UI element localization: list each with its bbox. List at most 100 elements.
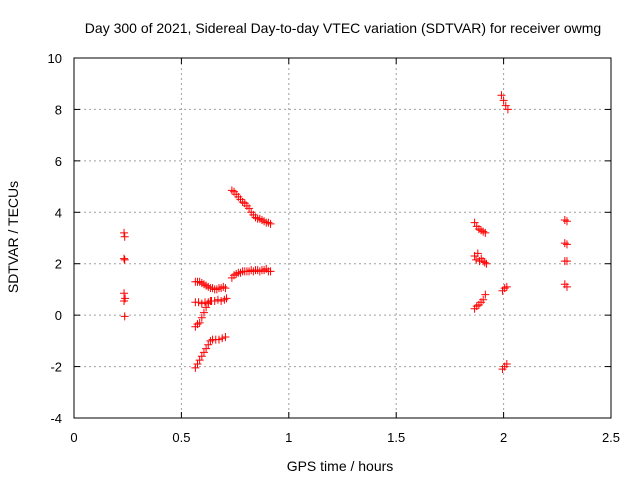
data-point (500, 284, 509, 293)
y-tick-label: 6 (55, 154, 62, 169)
data-point (193, 360, 202, 368)
data-point (562, 257, 571, 266)
data-point (560, 239, 569, 248)
data-point (120, 312, 129, 321)
data-point (219, 282, 228, 291)
data-point (206, 336, 215, 345)
data-point (214, 335, 223, 344)
data-point (202, 344, 211, 353)
data-point (204, 282, 213, 291)
data-point (227, 186, 236, 195)
data-point (479, 295, 488, 304)
data-point (499, 96, 508, 105)
y-tick-label: 4 (55, 205, 62, 220)
data-points (120, 91, 571, 374)
x-tick-labels: 0 0.5 1 1.5 2 2.5 (70, 430, 620, 445)
data-point (266, 267, 275, 276)
data-point (502, 282, 511, 291)
data-point (199, 308, 208, 317)
data-point (482, 259, 491, 268)
data-point (221, 284, 230, 293)
x-tick-label: 2.5 (602, 430, 620, 445)
data-point (562, 217, 571, 226)
data-point (502, 360, 511, 368)
data-point (251, 213, 260, 222)
data-point (197, 352, 206, 361)
data-point (202, 303, 211, 312)
data-point (218, 334, 227, 343)
y-tick-label: -2 (50, 360, 62, 375)
data-point (230, 271, 239, 280)
data-point (255, 267, 264, 276)
data-point (191, 363, 200, 372)
data-point (199, 348, 208, 357)
data-point (562, 240, 571, 249)
x-tick-label: 0.5 (172, 430, 190, 445)
data-point (212, 285, 221, 294)
data-point (236, 268, 245, 277)
x-tick-label: 1 (285, 430, 292, 445)
data-point (217, 297, 226, 305)
data-point (120, 228, 129, 237)
data-point (195, 277, 204, 286)
data-point (260, 217, 269, 226)
data-point (202, 281, 211, 290)
axis-ticks (73, 57, 612, 419)
y-tick-label: 0 (55, 308, 62, 323)
y-axis-title: SDTVAR / TECUs (5, 181, 21, 293)
chart-title: Day 300 of 2021, Sidereal Day-to-day VTE… (85, 20, 601, 36)
data-point (197, 313, 206, 322)
data-point (195, 356, 204, 365)
data-point (266, 219, 275, 228)
data-point (470, 218, 479, 227)
data-point (503, 105, 512, 114)
data-point (260, 266, 269, 275)
data-point (480, 258, 489, 267)
y-tick-label: 8 (55, 102, 62, 117)
plot-frame (73, 57, 612, 419)
data-point (222, 294, 231, 303)
data-point (477, 226, 486, 235)
data-point (245, 204, 254, 213)
y-tick-labels: -4 -2 0 2 4 6 8 10 (48, 51, 62, 426)
data-point (204, 340, 213, 349)
data-point (195, 318, 204, 327)
data-point (497, 91, 506, 100)
data-point (220, 295, 229, 304)
data-point (479, 227, 488, 236)
data-point (120, 232, 129, 241)
data-point (472, 255, 481, 264)
x-tick-label: 1.5 (387, 430, 405, 445)
data-point (474, 225, 483, 233)
data-point (120, 289, 129, 298)
data-point (472, 302, 481, 311)
grid (74, 58, 611, 418)
data-point (197, 279, 206, 287)
data-point (206, 297, 215, 305)
x-axis-title: GPS time / hours (287, 458, 394, 474)
data-point (232, 270, 241, 278)
data-point (120, 297, 129, 305)
data-point (481, 290, 490, 299)
data-point (257, 216, 266, 224)
data-point (473, 249, 482, 258)
data-point (238, 198, 247, 206)
x-tick-label: 2 (500, 430, 507, 445)
data-point (264, 218, 273, 227)
data-point (255, 214, 264, 223)
data-point (120, 255, 129, 264)
data-point (481, 228, 490, 237)
data-point (221, 333, 230, 341)
y-tick-label: 10 (48, 51, 62, 66)
data-point (560, 216, 569, 224)
data-point (199, 280, 208, 289)
data-point (562, 282, 571, 291)
x-tick-label: 0 (70, 430, 77, 445)
y-tick-label: -4 (50, 411, 62, 426)
data-point (193, 320, 202, 329)
data-point (120, 254, 129, 263)
y-tick-label: 2 (55, 257, 62, 272)
data-point (501, 101, 510, 110)
